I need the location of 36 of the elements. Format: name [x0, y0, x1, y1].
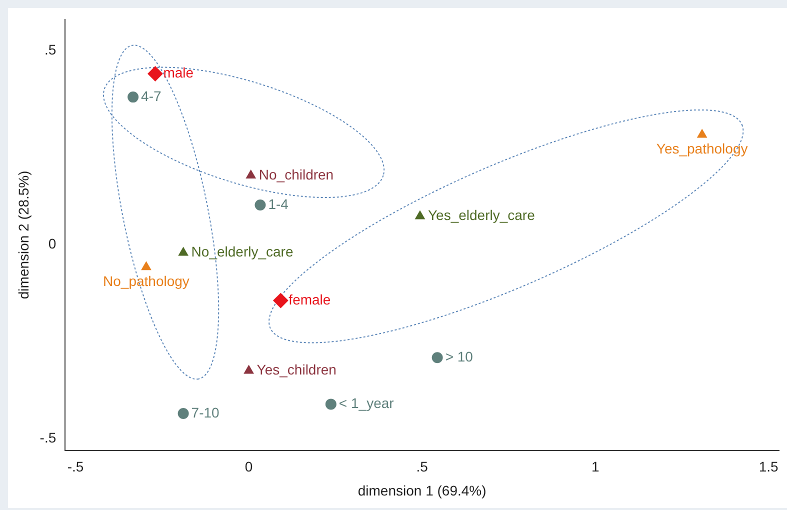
data-label: Yes_pathology [656, 140, 748, 157]
point [178, 247, 188, 256]
point [178, 408, 189, 420]
data-label: male [163, 64, 194, 81]
data-label: 7-10 [191, 404, 220, 420]
point [128, 92, 139, 103]
y-axis-title: dimension 2 (28.5%) [15, 170, 32, 300]
y-tick-label: .5 [44, 41, 56, 58]
point [697, 129, 707, 138]
point [273, 293, 288, 308]
point [254, 200, 266, 210]
x-tick-label: 0 [244, 458, 253, 475]
x-tick-label: 1.5 [758, 458, 779, 475]
data-label: Yes_children [256, 362, 336, 378]
data-label: No_pathology [103, 272, 190, 289]
x-axis-title: dimension 1 (69.4%) [358, 482, 486, 498]
point [141, 262, 152, 270]
data-label: No_children [258, 166, 334, 182]
y-tick-label: -.5 [40, 430, 56, 446]
point [246, 170, 256, 178]
y-tick-label: 0 [48, 235, 56, 252]
point [415, 210, 425, 220]
data-label: 4-7 [141, 88, 162, 104]
data-label: 1-4 [268, 196, 289, 212]
x-tick-label: 1 [591, 458, 600, 475]
point [244, 365, 254, 374]
point [325, 398, 336, 410]
data-label: < 1_year [338, 395, 394, 412]
x-tick-label: .5 [416, 458, 428, 475]
point [432, 352, 443, 364]
x-tick-label: -.5 [67, 458, 84, 475]
data-label: Yes_elderly_care [428, 207, 536, 224]
data-label: No_elderly_care [191, 244, 294, 260]
point [148, 66, 163, 82]
data-label: > 10 [445, 348, 474, 364]
data-label: female [288, 291, 331, 308]
